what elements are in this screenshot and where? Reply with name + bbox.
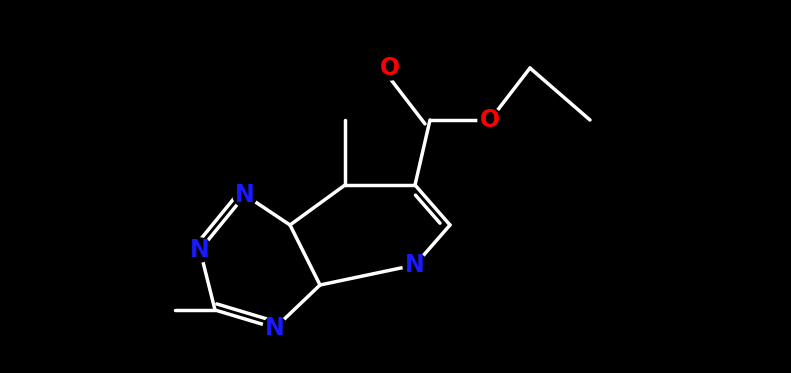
Circle shape [233,183,257,207]
Text: N: N [405,253,425,277]
Circle shape [188,238,212,262]
Text: N: N [190,238,210,262]
Text: O: O [380,56,400,80]
Circle shape [403,253,427,277]
Circle shape [478,108,502,132]
Circle shape [263,316,287,340]
Circle shape [378,56,402,80]
Text: O: O [480,108,500,132]
Text: N: N [265,316,285,340]
Text: N: N [235,183,255,207]
